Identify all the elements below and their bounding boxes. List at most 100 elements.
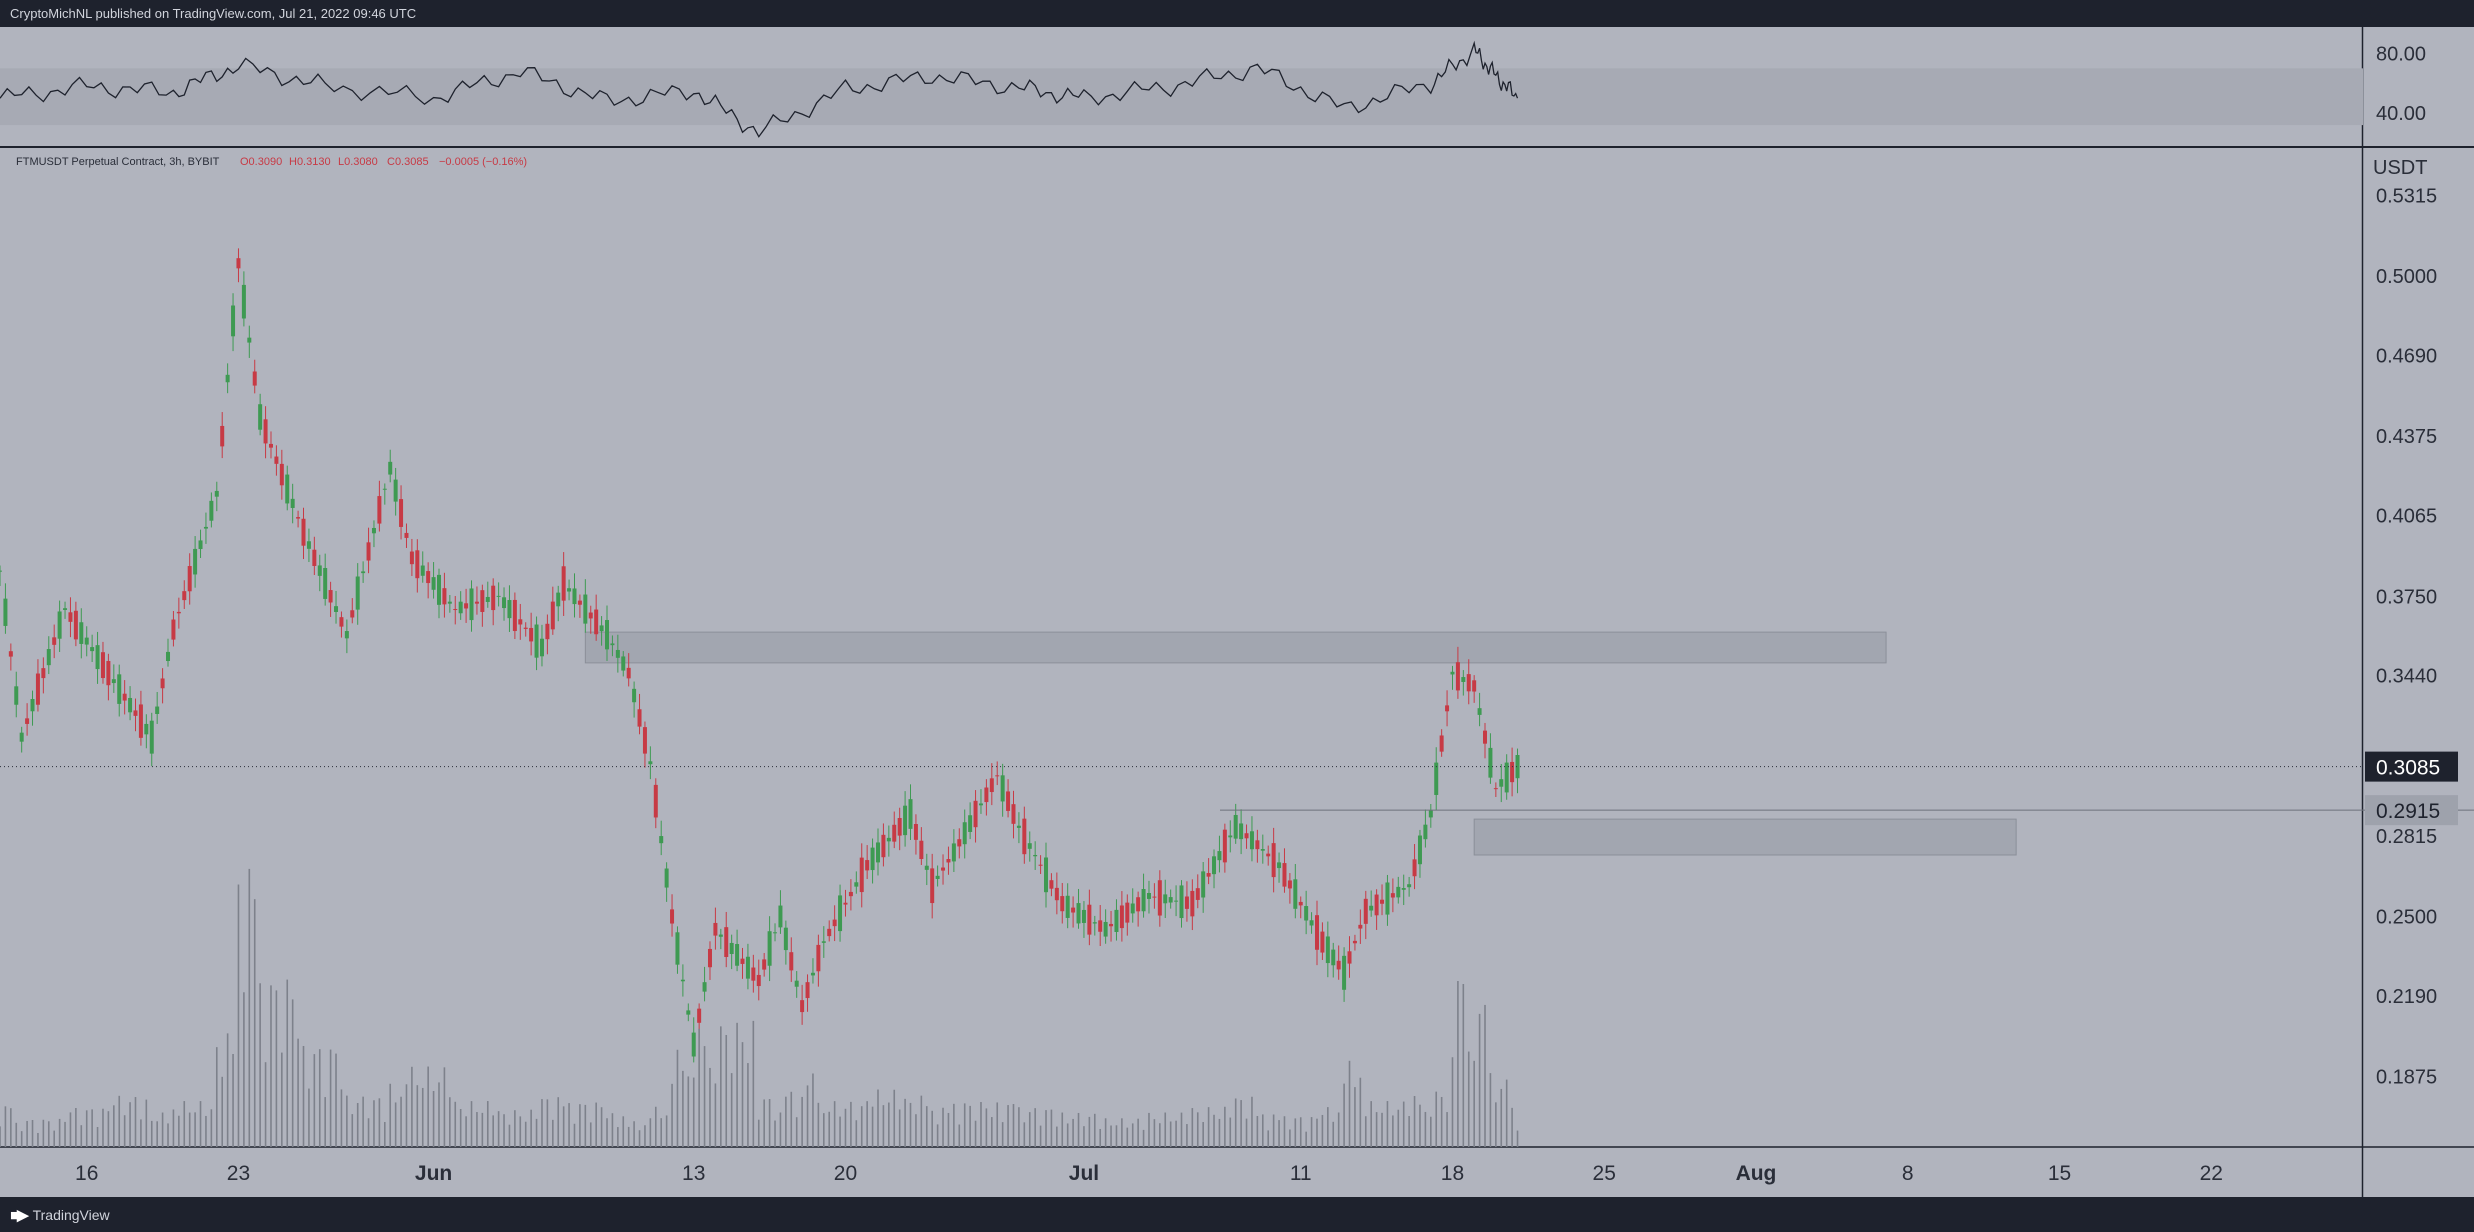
volume-bar (850, 1101, 852, 1147)
candle-body (572, 588, 577, 605)
price-tick-label: 0.2190 (2376, 986, 2437, 1008)
candle-body (978, 803, 983, 806)
volume-bar (367, 1118, 370, 1147)
volume-bar (1473, 1060, 1475, 1147)
candle-body (209, 500, 214, 521)
candle-body (675, 932, 680, 965)
candle-body (1434, 762, 1439, 795)
volume-bar (465, 1116, 467, 1147)
candle-body (903, 805, 908, 836)
last-price-label: 0.3085 (2376, 757, 2440, 780)
candle-body (14, 686, 19, 705)
volume-bar (1256, 1116, 1259, 1147)
candle-body (399, 499, 404, 527)
volume-bar (210, 1109, 213, 1147)
candle-body (1179, 885, 1184, 919)
candle-body (485, 596, 490, 602)
volume-bar (925, 1106, 928, 1147)
tradingview-logo[interactable]: ■▶ TradingView (10, 1206, 110, 1224)
candle-body (827, 928, 832, 937)
volume-bar (785, 1096, 787, 1147)
volume-bar (893, 1089, 896, 1147)
candle-body (539, 638, 544, 657)
candle-body (404, 532, 409, 538)
volume-bar (779, 1112, 782, 1147)
volume-bar (1505, 1079, 1508, 1147)
candle-body (1499, 779, 1504, 787)
price-layer (0, 248, 2474, 1147)
publish-header: CryptoMichNL published on TradingView.co… (0, 0, 2474, 27)
candle-body (268, 443, 273, 448)
price-tick-label: 0.4375 (2376, 426, 2437, 448)
candle-body (160, 678, 165, 689)
volume-bar (281, 1052, 283, 1147)
price-panel-bg (0, 148, 2363, 1197)
volume-bar (145, 1099, 148, 1147)
candle-body (626, 667, 631, 679)
volume-bar (568, 1103, 570, 1147)
volume-bar (860, 1106, 863, 1147)
volume-bar (627, 1126, 630, 1147)
volume-bar (449, 1097, 451, 1147)
candle-body (301, 518, 306, 546)
candle-body (117, 674, 122, 704)
volume-bar (96, 1127, 99, 1147)
candle-body (610, 643, 615, 646)
candle-body (274, 456, 279, 464)
volume-bar (1142, 1129, 1145, 1147)
volume-bar (839, 1116, 841, 1147)
resistance-zone-0 (584, 631, 1887, 664)
volume-bar (302, 1045, 305, 1147)
candle-body (648, 761, 653, 765)
volume-bar (1446, 1112, 1448, 1147)
volume-bar (1495, 1102, 1497, 1147)
candle-body (1298, 901, 1303, 906)
volume-bar (215, 1047, 218, 1147)
volume-bar (589, 1122, 592, 1147)
volume-bar (936, 1124, 939, 1147)
volume-bar (15, 1122, 18, 1147)
volume-bar (1321, 1114, 1324, 1147)
volume-bar (308, 1088, 310, 1147)
candle-body (729, 942, 734, 955)
candle-body (1125, 902, 1130, 923)
candle-body (30, 698, 35, 712)
candle-body (247, 337, 252, 343)
candle-body (550, 601, 555, 630)
volume-bar (1056, 1126, 1058, 1147)
candle-body (25, 718, 30, 724)
candle-body (518, 619, 523, 625)
volume-bar (692, 1077, 695, 1147)
candle-body (155, 706, 160, 714)
candle-body (1114, 909, 1119, 932)
candle-body (778, 905, 783, 928)
volume-bar (1218, 1118, 1221, 1147)
volume-bar (329, 1049, 332, 1147)
volume-bar (882, 1105, 885, 1147)
volume-bar (1169, 1121, 1172, 1147)
volume-bar (996, 1102, 999, 1147)
candle-body (800, 1000, 805, 1013)
candle-body (1033, 854, 1038, 857)
candle-body (377, 496, 382, 524)
volume-bar (665, 1115, 668, 1147)
volume-bar (1077, 1112, 1080, 1147)
chart-area[interactable]: 80.00 40.00 0.5315 0.5000 0.4690 0.4375 0.4065… (0, 27, 2474, 1197)
volume-bar (1375, 1112, 1378, 1147)
volume-bar (232, 1054, 234, 1147)
volume-bar (1489, 1073, 1492, 1147)
candle-body (1347, 951, 1352, 964)
candle-body (1071, 907, 1076, 913)
volume-bar (622, 1116, 625, 1147)
candle-body (913, 824, 918, 840)
candle-body (1038, 864, 1043, 866)
candle-body (306, 541, 311, 549)
volume-bar (1430, 1116, 1432, 1147)
candle-body (534, 624, 539, 658)
volume-bar (286, 979, 289, 1147)
volume-bar (931, 1110, 933, 1147)
candle-body (458, 601, 463, 614)
volume-bar (991, 1117, 993, 1147)
time-tick-label: 23 (227, 1162, 250, 1185)
volume-bar (774, 1120, 776, 1147)
